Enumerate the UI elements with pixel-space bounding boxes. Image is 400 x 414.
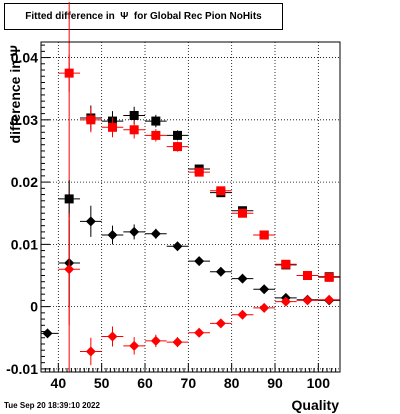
data-point-diamond bbox=[302, 295, 313, 306]
data-point-square bbox=[173, 142, 182, 152]
data-point-diamond bbox=[259, 284, 270, 295]
data-point-diamond bbox=[259, 302, 270, 313]
data-point-diamond bbox=[150, 228, 161, 239]
data-marks bbox=[41, 2, 340, 372]
x-tick-label: 50 bbox=[94, 375, 110, 391]
data-point-diamond bbox=[107, 331, 118, 342]
data-point-diamond bbox=[280, 296, 291, 307]
data-point-diamond bbox=[215, 266, 226, 277]
y-tick-label: 0.01 bbox=[11, 236, 38, 252]
data-point-diamond bbox=[129, 340, 140, 351]
data-point-diamond bbox=[85, 216, 96, 227]
data-point-square bbox=[108, 122, 117, 132]
x-tick-label: 80 bbox=[224, 375, 240, 391]
data-point-diamond bbox=[150, 335, 161, 346]
data-point-diamond bbox=[215, 318, 226, 329]
data-point-square bbox=[173, 130, 182, 140]
axis-ticks bbox=[40, 44, 341, 372]
data-point-square bbox=[64, 68, 74, 78]
chart-title: Fitted difference in Ψ for Global Rec Pi… bbox=[4, 3, 283, 30]
data-point-diamond bbox=[172, 337, 183, 348]
data-point-diamond bbox=[194, 256, 205, 267]
data-point-square bbox=[259, 230, 269, 240]
data-point-square bbox=[238, 208, 247, 218]
data-point-diamond bbox=[64, 264, 75, 275]
data-point-square bbox=[194, 167, 204, 177]
y-axis-title: difference in Ψ bbox=[7, 45, 23, 143]
data-point-diamond bbox=[194, 327, 205, 338]
data-point-square bbox=[151, 130, 161, 140]
plot-frame bbox=[40, 41, 341, 373]
data-point-diamond bbox=[107, 230, 118, 241]
data-point-diamond bbox=[237, 309, 248, 320]
timestamp-footer: Tue Sep 20 18:39:10 2022 bbox=[4, 401, 100, 410]
data-point-diamond bbox=[42, 328, 53, 339]
data-point-diamond bbox=[85, 346, 96, 357]
data-point-square bbox=[151, 116, 161, 126]
x-tick-label: 100 bbox=[307, 375, 331, 391]
data-point-square bbox=[129, 110, 139, 120]
data-point-square bbox=[64, 194, 74, 204]
x-tick-label: 40 bbox=[51, 375, 67, 391]
grid bbox=[41, 42, 340, 372]
data-point-diamond bbox=[324, 294, 335, 305]
tick-labels: 40 50 60 70 80 90 100 -0.01 0 0.01 0.02 0.03 0.04 bbox=[6, 50, 330, 391]
y-tick-label: 0.02 bbox=[11, 174, 38, 190]
data-point-square bbox=[86, 115, 96, 125]
x-tick-label: 60 bbox=[137, 375, 153, 391]
data-point-square bbox=[324, 272, 334, 282]
data-point-diamond bbox=[129, 226, 140, 237]
data-point-square bbox=[281, 259, 291, 269]
data-point-square bbox=[216, 186, 226, 196]
x-tick-label: 90 bbox=[267, 375, 283, 391]
x-tick-label: 70 bbox=[181, 375, 197, 391]
y-tick-label: -0.01 bbox=[6, 361, 38, 377]
y-tick-label: 0.03 bbox=[11, 112, 38, 128]
data-point-square bbox=[303, 270, 312, 280]
x-axis-title: Quality bbox=[292, 397, 340, 413]
data-point-diamond bbox=[172, 241, 183, 252]
data-point-square bbox=[129, 125, 139, 135]
y-tick-label: 0 bbox=[30, 299, 38, 315]
data-point-diamond bbox=[237, 273, 248, 284]
y-tick-label: 0.04 bbox=[11, 50, 38, 66]
